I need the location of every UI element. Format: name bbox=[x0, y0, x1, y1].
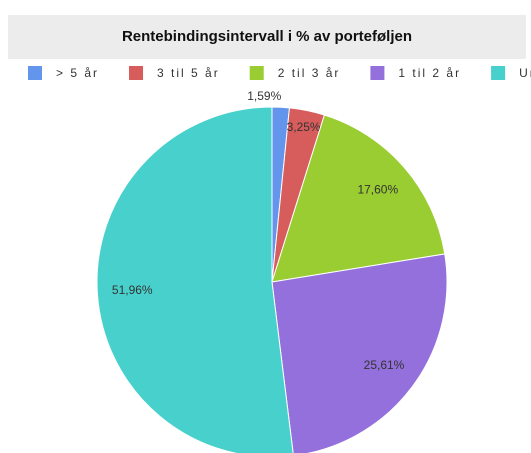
legend-swatch bbox=[28, 66, 42, 80]
data-label: 1,59% bbox=[247, 89, 281, 103]
legend-label: 1 til 2 år bbox=[398, 66, 461, 80]
legend-swatch bbox=[491, 66, 506, 80]
data-label: 25,61% bbox=[364, 358, 405, 372]
pie-slice bbox=[96, 106, 294, 453]
data-label: 17,60% bbox=[357, 183, 398, 197]
legend-label: 3 til 5 år bbox=[157, 66, 220, 80]
legend-swatch bbox=[370, 66, 385, 80]
title-bar bbox=[8, 15, 526, 59]
legend-label: Under 1 år bbox=[519, 66, 531, 80]
chart-title: Rentebindingsintervall i % av portefølje… bbox=[122, 28, 412, 45]
legend-swatch bbox=[249, 66, 264, 80]
legend-swatch bbox=[129, 66, 144, 80]
pie-slice bbox=[271, 114, 446, 283]
pie-slice bbox=[271, 253, 448, 453]
legend-label: > 5 år bbox=[56, 66, 99, 80]
legend-label: 2 til 3 år bbox=[278, 66, 341, 80]
data-label: 3,25% bbox=[287, 120, 321, 134]
data-label: 51,96% bbox=[112, 283, 153, 297]
